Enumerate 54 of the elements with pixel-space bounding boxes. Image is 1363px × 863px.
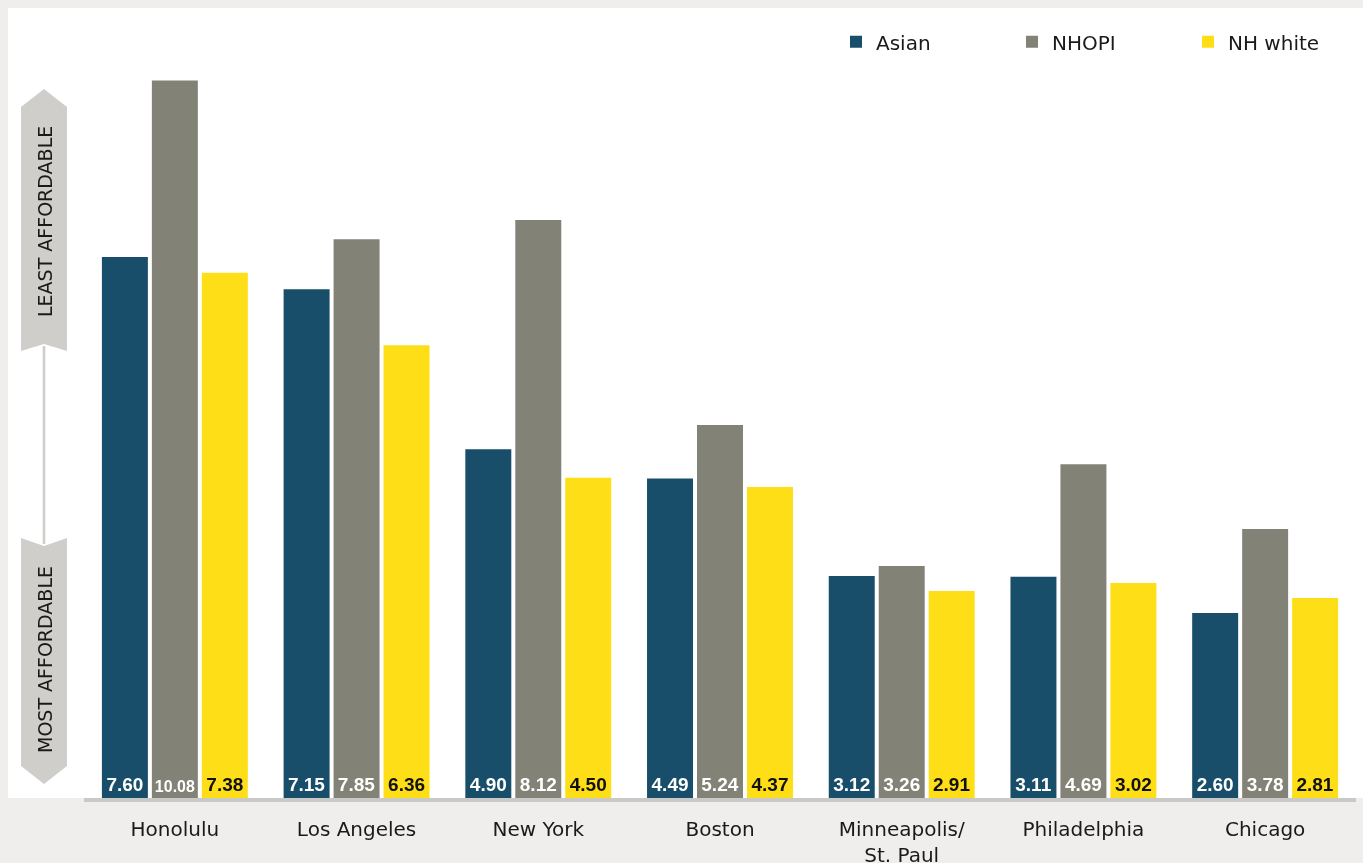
data-label: 3.11: [1015, 774, 1052, 795]
legend-label: NH white: [1228, 30, 1320, 55]
bar: [283, 289, 330, 798]
legend-label: Asian: [876, 30, 931, 55]
annotation: MOST AFFORDABLE: [34, 566, 56, 753]
data-label: 2.81: [1296, 774, 1334, 795]
data-label: 7.38: [206, 774, 244, 795]
data-label: 4.90: [469, 774, 507, 795]
data-label: 3.78: [1246, 774, 1284, 795]
annotation: LEAST AFFORDABLE: [34, 125, 56, 317]
data-label: 4.49: [651, 774, 689, 795]
bar: [878, 565, 925, 798]
data-label: 4.37: [751, 774, 789, 795]
data-label: 4.69: [1064, 774, 1102, 795]
bar: [565, 477, 612, 798]
x-tick-label: Chicago: [1224, 817, 1306, 841]
x-tick-label: Minneapolis/ St. Paul: [838, 817, 965, 863]
data-label: 7.60: [106, 774, 144, 795]
data-label: 8.12: [519, 774, 557, 795]
bar: [515, 220, 562, 798]
bar: [647, 478, 694, 798]
bar: [928, 590, 975, 798]
data-label: 3.26: [883, 774, 921, 795]
x-tick-label: Philadelphia: [1022, 817, 1145, 841]
bar: [1242, 528, 1289, 798]
x-tick-label: Los Angeles: [296, 817, 417, 841]
bar: [1060, 464, 1107, 798]
bar: [746, 486, 793, 798]
data-label: 4.50: [569, 774, 607, 795]
bar: [383, 345, 430, 798]
bar: [1110, 583, 1157, 798]
x-tick-label: Boston: [685, 817, 755, 841]
bar: [1192, 612, 1239, 798]
data-label: 7.85: [337, 774, 376, 795]
bar: [101, 257, 148, 798]
bar: [465, 449, 512, 798]
data-label: 7.15: [287, 774, 326, 795]
bar: [333, 239, 380, 798]
bar: [1292, 598, 1339, 798]
bar: [1010, 576, 1057, 798]
x-tick-label: New York: [492, 817, 585, 841]
bar: [828, 575, 875, 798]
data-label: 10.08: [154, 777, 195, 795]
data-label: 3.02: [1114, 774, 1152, 795]
legend-label: NHOPI: [1052, 30, 1116, 55]
bar: [697, 425, 743, 798]
bar: [151, 80, 198, 798]
data-label: 2.60: [1196, 774, 1234, 795]
bar: [201, 272, 248, 798]
x-tick-label: Honolulu: [130, 817, 220, 841]
data-label: 5.24: [701, 774, 739, 795]
data-label: 2.91: [932, 774, 971, 795]
data-label: 6.36: [388, 774, 426, 795]
data-label: 3.12: [833, 774, 871, 795]
